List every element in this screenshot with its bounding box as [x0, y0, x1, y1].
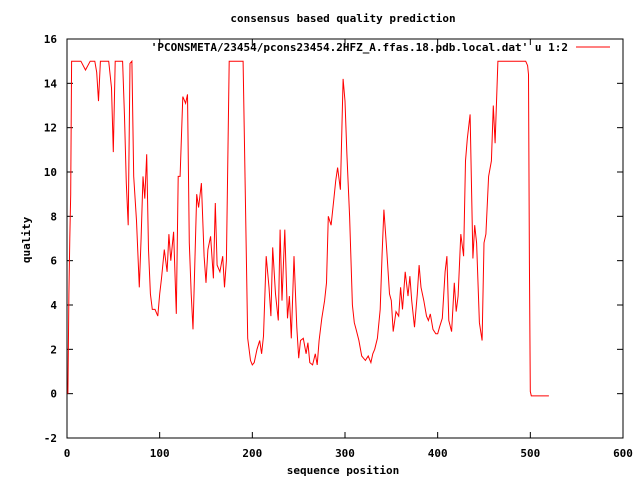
- y-tick-label: 10: [44, 166, 57, 179]
- y-axis-label: quality: [20, 216, 33, 263]
- x-tick-label: 400: [428, 447, 448, 460]
- y-tick-label: 0: [50, 388, 57, 401]
- x-axis-label: sequence position: [287, 464, 400, 477]
- y-tick-label: 14: [44, 77, 58, 90]
- y-tick-label: 6: [50, 255, 57, 268]
- series-layer: [67, 59, 549, 397]
- legend: 'PCONSMETA/23454/pcons23454.2HFZ_A.ffas.…: [151, 41, 610, 54]
- chart-title: consensus based quality prediction: [230, 12, 455, 25]
- y-tick-label: 2: [50, 343, 57, 356]
- x-tick-label: 100: [150, 447, 170, 460]
- y-tick-label: 8: [50, 210, 57, 223]
- quality-series-line: [67, 59, 549, 397]
- x-tick-label: 500: [520, 447, 540, 460]
- x-tick-label: 0: [64, 447, 71, 460]
- x-tick-label: 600: [613, 447, 633, 460]
- y-tick-label: -2: [44, 432, 57, 445]
- axis-ticks: 0 100 200 300 400 500 600 -2 0 2 4 6 8 10 12 14 16: [44, 33, 633, 460]
- legend-label: 'PCONSMETA/23454/pcons23454.2HFZ_A.ffas.…: [151, 41, 568, 54]
- y-tick-label: 12: [44, 122, 57, 135]
- x-tick-label: 300: [335, 447, 355, 460]
- y-tick-label: 4: [50, 299, 57, 312]
- x-tick-label: 200: [242, 447, 262, 460]
- y-tick-label: 16: [44, 33, 58, 46]
